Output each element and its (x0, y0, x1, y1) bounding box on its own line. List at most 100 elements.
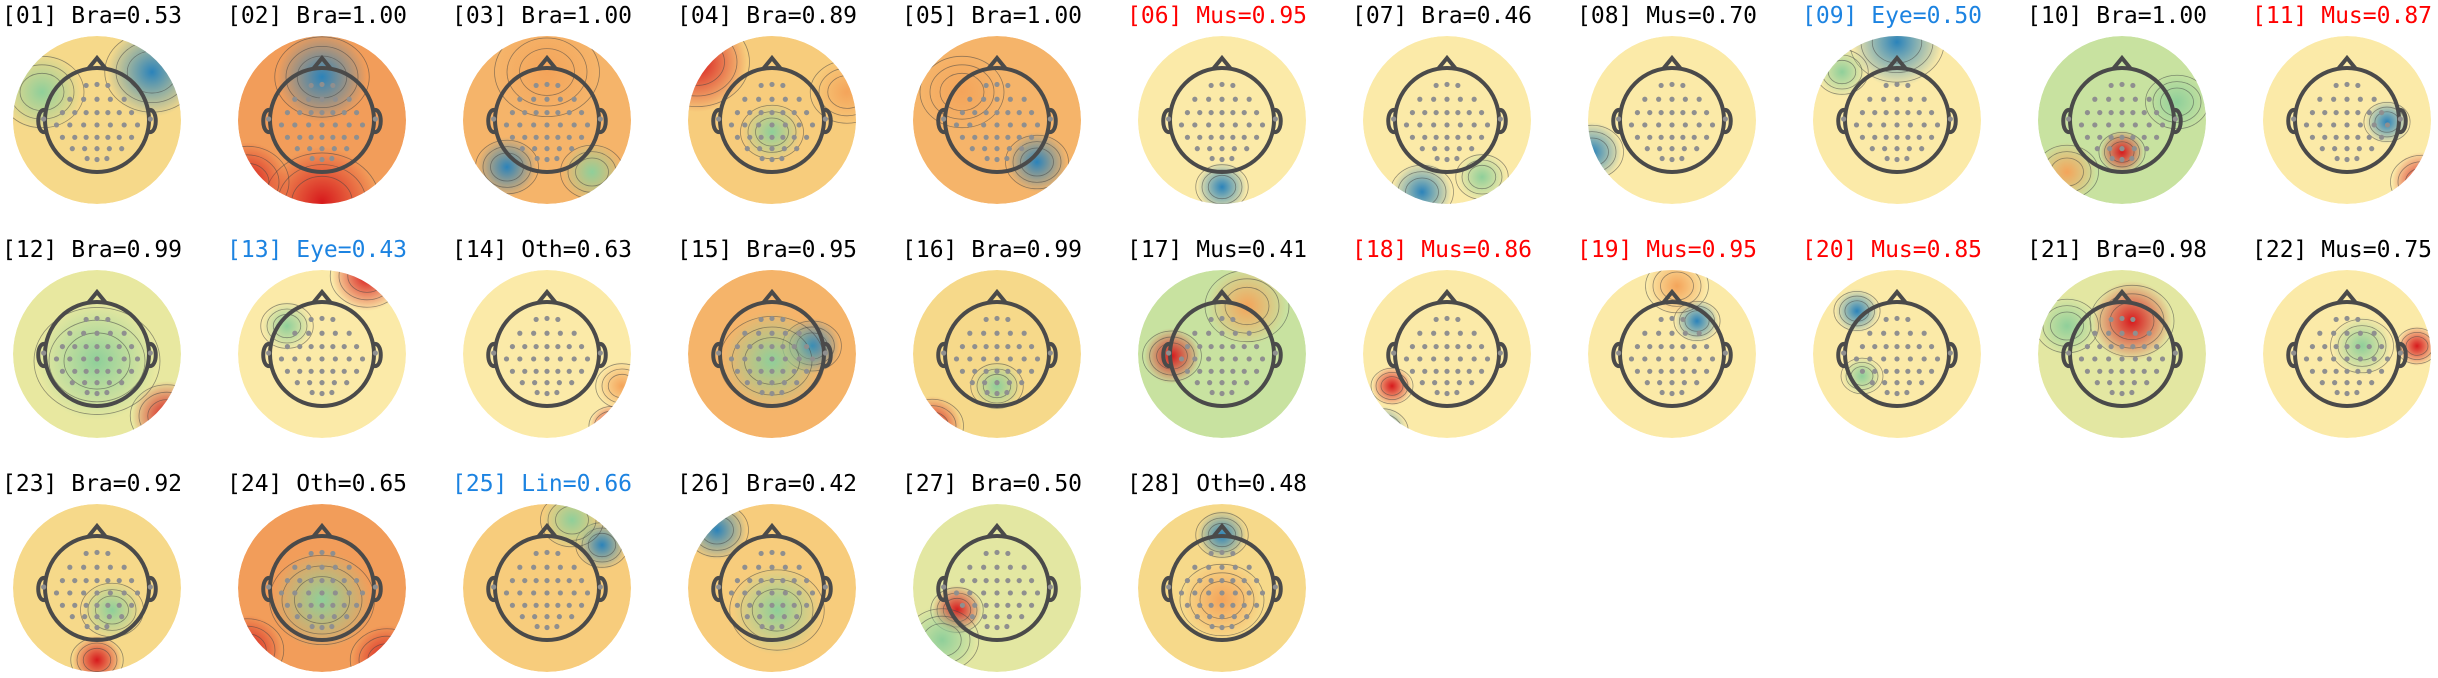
electrode-dot (94, 625, 99, 630)
electrode-dot (1657, 380, 1662, 385)
electrode-dot (1669, 97, 1674, 102)
electrode-dot (333, 590, 338, 595)
ic-label: [13] Eye=0.43 (227, 236, 407, 264)
electrode-dot (2344, 331, 2349, 336)
electrode-dot (84, 135, 89, 140)
electrode-dot (82, 614, 87, 619)
electrode-dot (1008, 356, 1013, 361)
electrode-dot (779, 156, 784, 161)
electrode-dot (534, 83, 539, 88)
electrode-dot (941, 584, 946, 589)
electrode-dot (67, 590, 72, 595)
electrode-dot (1244, 380, 1249, 385)
electrode-dot (531, 565, 536, 570)
electrode-dot (982, 146, 987, 151)
electrode-dot (2322, 344, 2327, 349)
electrode-dot (1004, 390, 1009, 395)
electrode-dot (756, 565, 761, 570)
electrode-dot (94, 82, 99, 87)
electrode-dot (756, 122, 761, 127)
electrode-dot (2357, 380, 2362, 385)
electrode-dot (970, 614, 975, 619)
electrode-dot (135, 122, 140, 127)
ic-label: [11] Mus=0.87 (2252, 2, 2432, 30)
electrode-dot (94, 331, 99, 336)
electrode-dot (1219, 391, 1224, 396)
electrode-dot (2119, 344, 2124, 349)
electrode-dot (67, 122, 72, 127)
electrode-dot (1922, 331, 1927, 336)
electrode-dot (1692, 135, 1697, 140)
electrode-dot (967, 565, 972, 570)
electrode-dot (2109, 135, 2114, 140)
electrode-dot (1166, 116, 1171, 121)
electrode-dot (982, 380, 987, 385)
electrode-dot (1467, 135, 1472, 140)
electrode-dot (94, 369, 99, 374)
electrode-dot (994, 614, 999, 619)
electrode-dot (295, 146, 300, 151)
electrode-dot (1209, 110, 1214, 115)
electrode-dot (297, 344, 302, 349)
electrode-dot (72, 369, 77, 374)
ic-component-panel: [01] Bra=0.53 (0, 0, 225, 210)
electrode-dot (105, 578, 110, 583)
electrode-dot (572, 356, 577, 361)
electrode-dot (1206, 97, 1211, 102)
electrode-dot (981, 97, 986, 102)
electrode-dot (1435, 156, 1440, 161)
electrode-dot (1935, 122, 1940, 127)
electrode-dot (783, 356, 788, 361)
ic-label: [08] Mus=0.70 (1577, 2, 1757, 30)
electrode-dot (1179, 122, 1184, 127)
electrode-dot (2334, 317, 2339, 322)
electrode-dot (510, 578, 515, 583)
electrode-dot (1669, 135, 1674, 140)
electrode-dot (306, 590, 311, 595)
electrode-dot (117, 135, 122, 140)
electrode-dot (1007, 614, 1012, 619)
electrode-dot (84, 369, 89, 374)
electrode-dot (1197, 135, 1202, 140)
electrode-dot (555, 110, 560, 115)
electrode-dot (1192, 122, 1197, 127)
electrode-dot (292, 97, 297, 102)
electrode-dot (984, 110, 989, 115)
ic-component-panel: [17] Mus=0.41 (1125, 234, 1350, 444)
ic-label: [25] Lin=0.66 (452, 470, 632, 498)
electrode-dot (2344, 344, 2349, 349)
ic-label: [10] Bra=1.00 (2027, 2, 2207, 30)
electrode-dot (2133, 356, 2138, 361)
electrode-dot (2334, 135, 2339, 140)
electrode-dot (1948, 116, 1953, 121)
electrode-dot (1035, 590, 1040, 595)
electrode-dot (557, 380, 562, 385)
electrode-dot (742, 356, 747, 361)
electrode-dot (520, 614, 525, 619)
electrode-dot (330, 135, 335, 140)
electrode-dot (1233, 590, 1238, 595)
electrode-dot (347, 356, 352, 361)
ic-label: [18] Mus=0.86 (1352, 236, 1532, 264)
electrode-dot (1904, 390, 1909, 395)
electrode-dot (41, 584, 46, 589)
electrode-dot (579, 344, 584, 349)
electrode-dot (94, 344, 99, 349)
electrode-dot (1005, 369, 1010, 374)
electrode-dot (729, 122, 734, 127)
electrode-dot (1841, 350, 1846, 355)
electrode-dot (972, 344, 977, 349)
electrode-dot (572, 565, 577, 570)
electrode-dot (782, 146, 787, 151)
electrode-dot (797, 565, 802, 570)
electrode-dot (1444, 82, 1449, 87)
electrode-dot (1894, 135, 1899, 140)
electrode-dot (2334, 83, 2339, 88)
electrode-dot (1885, 390, 1890, 395)
ic-label: [19] Mus=0.95 (1577, 236, 1757, 264)
electrode-dot (1860, 344, 1865, 349)
electrode-dot (1233, 356, 1238, 361)
electrode-dot (129, 344, 134, 349)
electrode-dot (1704, 110, 1709, 115)
electrode-dot (122, 97, 127, 102)
